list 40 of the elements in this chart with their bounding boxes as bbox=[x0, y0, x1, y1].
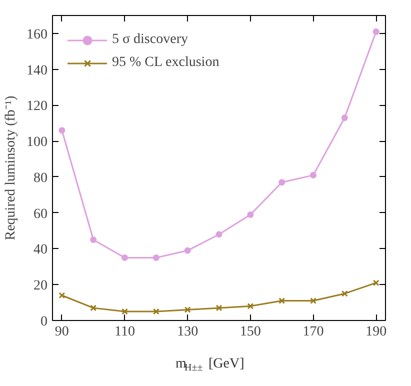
y-tick-label: 100 bbox=[26, 135, 48, 150]
point bbox=[341, 114, 348, 122]
point bbox=[152, 308, 160, 315]
x-tick-label: 150 bbox=[240, 324, 261, 340]
point bbox=[310, 172, 316, 178]
point bbox=[341, 290, 348, 297]
y-tick-label: 140 bbox=[26, 63, 48, 78]
point bbox=[58, 127, 66, 134]
point bbox=[216, 231, 222, 238]
point bbox=[216, 304, 222, 312]
point bbox=[184, 247, 191, 254]
y-tick-label: 0 bbox=[40, 314, 48, 330]
y-tick-label: 40 bbox=[34, 242, 48, 258]
y-tick-label: 80 bbox=[34, 170, 48, 186]
point bbox=[122, 308, 128, 315]
point bbox=[372, 280, 380, 286]
x-tick-label: 110 bbox=[114, 324, 135, 340]
point bbox=[58, 292, 66, 299]
point bbox=[90, 304, 97, 312]
point bbox=[247, 211, 254, 218]
y-tick-label: 20 bbox=[34, 278, 48, 294]
legend-label: 95 % CL exclusion bbox=[112, 55, 220, 71]
point bbox=[184, 306, 191, 313]
point bbox=[152, 254, 160, 261]
point bbox=[310, 298, 316, 304]
point bbox=[278, 179, 286, 186]
x-tick-label: 130 bbox=[177, 324, 198, 340]
x-tick-label: 190 bbox=[366, 324, 387, 340]
point bbox=[247, 302, 254, 310]
legend-label: 5 σ discovery bbox=[112, 32, 188, 48]
y-tick-label: 60 bbox=[34, 206, 48, 222]
x-tick-label: 90 bbox=[54, 324, 69, 340]
point bbox=[122, 254, 128, 261]
y-axis-title: Required luminsoty (fb⁻¹) bbox=[4, 95, 18, 240]
y-tick-label: 120 bbox=[26, 99, 48, 114]
point bbox=[278, 298, 286, 304]
point bbox=[90, 236, 97, 244]
y-tick-label: 160 bbox=[26, 27, 48, 42]
x-tick-label: 170 bbox=[302, 324, 324, 340]
point bbox=[372, 28, 380, 35]
